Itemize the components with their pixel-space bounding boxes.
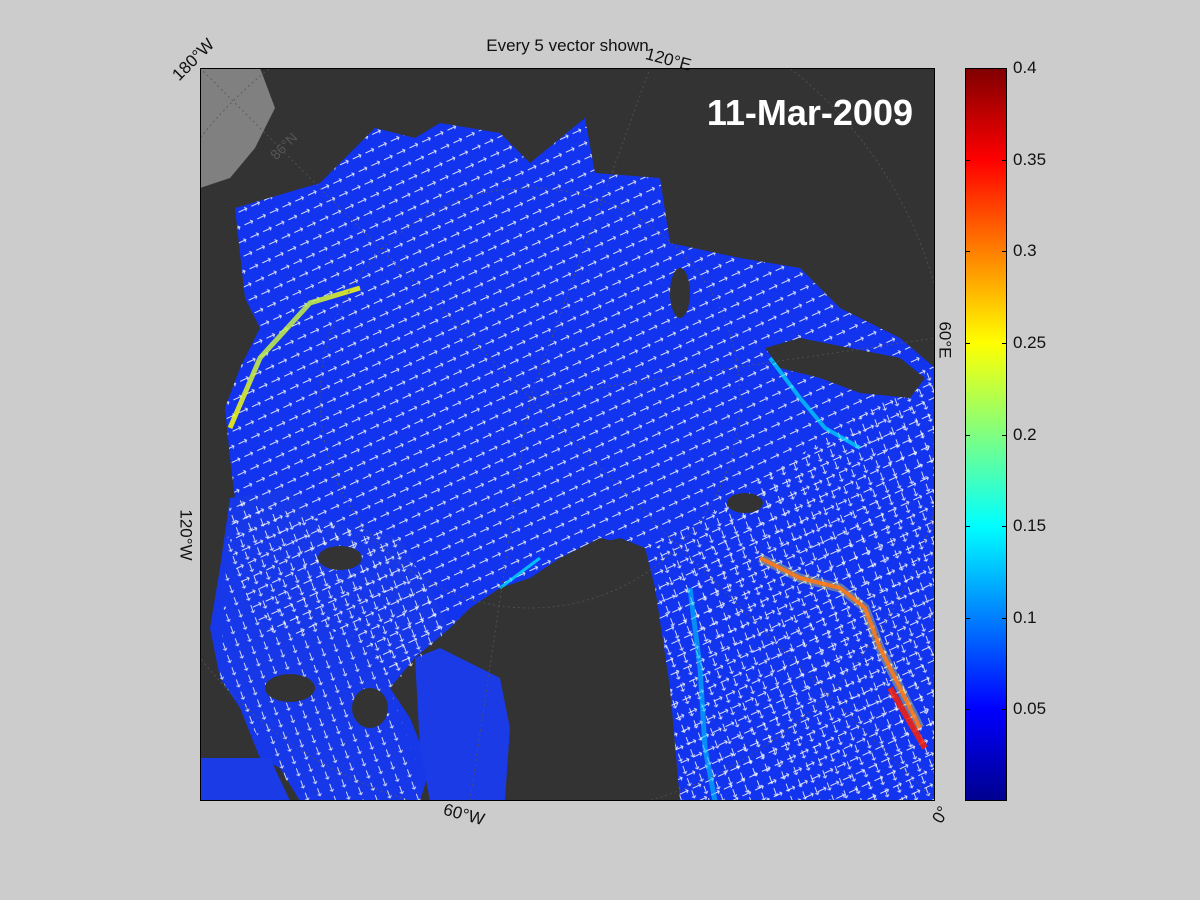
nares-streak	[499, 556, 541, 590]
colorbar-tick-mark	[1002, 342, 1007, 344]
baffin-bay	[415, 648, 510, 801]
colorbar-tick-mark	[965, 526, 970, 528]
label-60e: 60°E	[935, 321, 955, 359]
colorbar-tick-label: 0.15	[1013, 516, 1047, 536]
colorbar	[965, 68, 1007, 801]
graticule	[200, 68, 935, 801]
novaya-zemlya	[765, 338, 925, 398]
colorbar-tick-mark	[1002, 251, 1007, 253]
colorbar-tick-mark	[965, 617, 970, 619]
alaska-land	[200, 68, 275, 188]
map-canvas	[200, 68, 935, 801]
colorbar-tick-mark	[965, 251, 970, 253]
island	[352, 688, 388, 728]
lower-right-hotspot	[887, 686, 928, 750]
island	[670, 268, 690, 318]
sea-ice-velocity-map: 11-Mar-2009	[200, 68, 935, 801]
colorbar-tick-label: 0.05	[1013, 699, 1047, 719]
colorbar-tick-mark	[1002, 434, 1007, 436]
colorbar-tick-label: 0.4	[1013, 58, 1037, 77]
colorbar-tick-mark	[965, 709, 970, 711]
colorbar-tick-label: 0.25	[1013, 332, 1047, 352]
fram-strait-jet	[759, 556, 922, 729]
colorbar-tick-mark	[965, 159, 970, 161]
barents-streak	[768, 356, 861, 450]
colorbar-tick-mark	[965, 68, 970, 69]
colorbar-tick-label: 0.35	[1013, 149, 1047, 169]
label-0: 0°	[928, 802, 953, 827]
label-60w: 60°W	[441, 799, 487, 830]
figure-title: Every 5 vector shown	[486, 36, 649, 55]
date-label: 11-Mar-2009	[706, 92, 913, 133]
colorbar-tick-mark	[1002, 709, 1007, 711]
greenland	[500, 538, 680, 801]
colorbar-tick-mark	[1002, 526, 1007, 528]
label-120w: 120°W	[176, 509, 196, 561]
bottom-left-strip	[200, 758, 290, 801]
colorbar-tick-label: 0.3	[1013, 241, 1037, 261]
greenland-east-streak	[687, 587, 718, 801]
colorbar-tick-label: 0.1	[1013, 607, 1037, 627]
colorbar-tick-label: 0.2	[1013, 424, 1037, 444]
island	[265, 674, 315, 702]
colorbar-tick-mark	[1002, 159, 1007, 161]
island	[727, 493, 763, 513]
beaufort-coastal-jet	[227, 285, 361, 429]
island	[318, 546, 362, 570]
colorbar-tick-mark	[1002, 617, 1007, 619]
colorbar-tick-mark	[965, 434, 970, 436]
colorbar-tick-mark	[965, 342, 970, 344]
colorbar-tick-mark	[1002, 68, 1007, 69]
